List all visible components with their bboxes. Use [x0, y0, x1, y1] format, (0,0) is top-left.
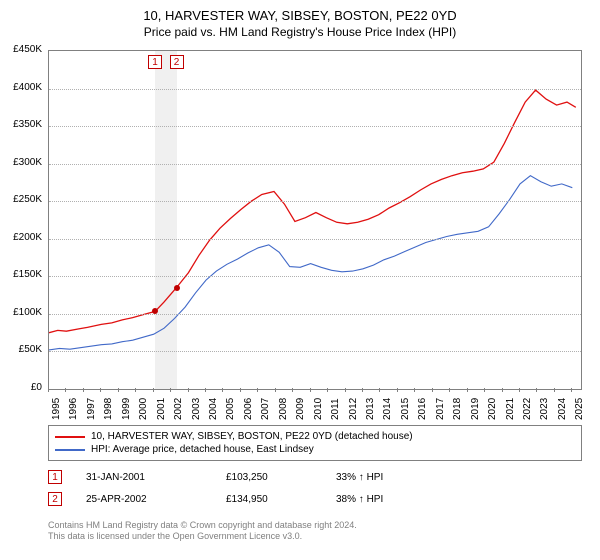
y-tick-label: £200K — [0, 232, 42, 243]
x-tick-label: 2017 — [435, 398, 446, 420]
x-tick-label: 2012 — [348, 398, 359, 420]
x-tick-label: 2020 — [487, 398, 498, 420]
x-tick-label: 2009 — [295, 398, 306, 420]
marker-box-2: 2 — [170, 55, 184, 69]
x-tick-label: 1996 — [68, 398, 79, 420]
sale-row-2: 2 25-APR-2002£134,95038% ↑ HPI — [48, 492, 582, 506]
marker-box-1: 1 — [148, 55, 162, 69]
x-tick-label: 1997 — [86, 398, 97, 420]
x-tick-label: 2024 — [557, 398, 568, 420]
y-tick-label: £400K — [0, 82, 42, 93]
sale-date: 31-JAN-2001 — [86, 472, 226, 483]
sale-date: 25-APR-2002 — [86, 494, 226, 505]
y-tick-label: £450K — [0, 44, 42, 55]
sale-vs-hpi: 38% ↑ HPI — [336, 494, 456, 505]
footer-attribution: Contains HM Land Registry data © Crown c… — [48, 520, 582, 543]
x-tick-label: 2004 — [208, 398, 219, 420]
legend-label: HPI: Average price, detached house, East… — [91, 444, 314, 455]
sale-marker-1: 1 — [48, 470, 62, 484]
x-tick-label: 2008 — [278, 398, 289, 420]
x-tick-label: 1999 — [121, 398, 132, 420]
price-chart: 12 — [48, 50, 582, 390]
sale-row-1: 1 31-JAN-2001£103,25033% ↑ HPI — [48, 470, 582, 484]
chart-lines — [49, 51, 581, 389]
y-tick-label: £50K — [0, 344, 42, 355]
legend-swatch — [55, 436, 85, 438]
x-tick-label: 2014 — [382, 398, 393, 420]
page-subtitle: Price paid vs. HM Land Registry's House … — [0, 23, 600, 39]
x-tick-label: 2010 — [313, 398, 324, 420]
sale-point-1 — [152, 308, 158, 314]
sale-price: £134,950 — [226, 494, 336, 505]
x-tick-label: 2022 — [522, 398, 533, 420]
x-tick-label: 2006 — [243, 398, 254, 420]
page-title: 10, HARVESTER WAY, SIBSEY, BOSTON, PE22 … — [0, 0, 600, 23]
legend-swatch — [55, 449, 85, 451]
sale-price: £103,250 — [226, 472, 336, 483]
gridline — [49, 276, 581, 278]
x-tick-label: 2005 — [225, 398, 236, 420]
x-tick-label: 2013 — [365, 398, 376, 420]
sale-point-2 — [174, 285, 180, 291]
sale-vs-hpi: 33% ↑ HPI — [336, 472, 456, 483]
x-tick-label: 2000 — [138, 398, 149, 420]
y-tick-label: £250K — [0, 194, 42, 205]
y-tick-label: £0 — [0, 382, 42, 393]
x-tick-label: 2023 — [539, 398, 550, 420]
y-tick-label: £150K — [0, 269, 42, 280]
y-tick-label: £350K — [0, 119, 42, 130]
gridline — [49, 314, 581, 316]
gridline — [49, 351, 581, 353]
gridline — [49, 201, 581, 203]
y-tick-label: £100K — [0, 307, 42, 318]
x-tick-label: 2015 — [400, 398, 411, 420]
x-tick-label: 2019 — [470, 398, 481, 420]
x-tick-label: 1998 — [103, 398, 114, 420]
x-tick-label: 2016 — [417, 398, 428, 420]
x-tick-label: 2025 — [574, 398, 585, 420]
footer-line2: This data is licensed under the Open Gov… — [48, 531, 582, 542]
x-tick-label: 2011 — [330, 398, 341, 420]
legend-label: 10, HARVESTER WAY, SIBSEY, BOSTON, PE22 … — [91, 431, 413, 442]
sale-marker-2: 2 — [48, 492, 62, 506]
x-tick-label: 2001 — [156, 398, 167, 420]
y-tick-label: £300K — [0, 157, 42, 168]
legend-row: 10, HARVESTER WAY, SIBSEY, BOSTON, PE22 … — [55, 430, 575, 443]
gridline — [49, 239, 581, 241]
gridline — [49, 164, 581, 166]
gridline — [49, 89, 581, 91]
legend: 10, HARVESTER WAY, SIBSEY, BOSTON, PE22 … — [48, 425, 582, 461]
x-tick-label: 1995 — [51, 398, 62, 420]
x-tick-label: 2002 — [173, 398, 184, 420]
x-tick-label: 2018 — [452, 398, 463, 420]
gridline — [49, 126, 581, 128]
x-tick-label: 2021 — [505, 398, 516, 420]
legend-row: HPI: Average price, detached house, East… — [55, 443, 575, 456]
x-tick-label: 2007 — [260, 398, 271, 420]
x-tick-label: 2003 — [191, 398, 202, 420]
footer-line1: Contains HM Land Registry data © Crown c… — [48, 520, 582, 531]
